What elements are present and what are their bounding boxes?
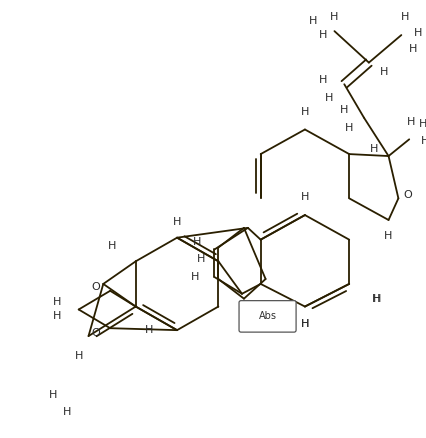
Text: H: H [408, 44, 416, 54]
Text: H: H [74, 351, 83, 361]
Text: H: H [344, 123, 353, 133]
Text: H: H [237, 307, 246, 317]
Text: H: H [173, 217, 181, 227]
Text: H: H [379, 67, 387, 78]
Text: H: H [308, 16, 316, 26]
Text: H: H [300, 192, 308, 202]
Text: H: H [318, 30, 326, 40]
FancyBboxPatch shape [239, 300, 295, 332]
Text: H: H [339, 105, 348, 115]
Text: H: H [369, 144, 377, 154]
Text: H: H [318, 75, 326, 85]
Text: H: H [49, 390, 57, 400]
Text: H: H [63, 407, 71, 417]
Text: H: H [108, 240, 116, 251]
Text: H: H [371, 293, 379, 304]
Text: H: H [420, 136, 426, 146]
Text: H: H [190, 272, 199, 282]
Text: Abs: Abs [258, 311, 276, 321]
Text: H: H [418, 119, 426, 129]
Text: H: H [145, 325, 153, 335]
Text: H: H [329, 12, 338, 22]
Text: H: H [325, 93, 333, 103]
Text: O: O [403, 191, 412, 201]
Text: H: H [400, 12, 409, 22]
Text: H: H [300, 319, 308, 329]
Text: H: H [406, 117, 414, 127]
Text: H: H [53, 297, 61, 307]
Text: H: H [413, 28, 421, 38]
Text: H: H [53, 311, 61, 321]
Text: H: H [192, 237, 201, 247]
Text: H: H [300, 319, 308, 329]
Text: H: H [300, 107, 308, 117]
Text: H: H [196, 254, 204, 264]
Text: O: O [91, 282, 100, 292]
Text: O: O [91, 328, 100, 338]
Text: H: H [383, 231, 392, 241]
Text: H: H [372, 293, 380, 304]
